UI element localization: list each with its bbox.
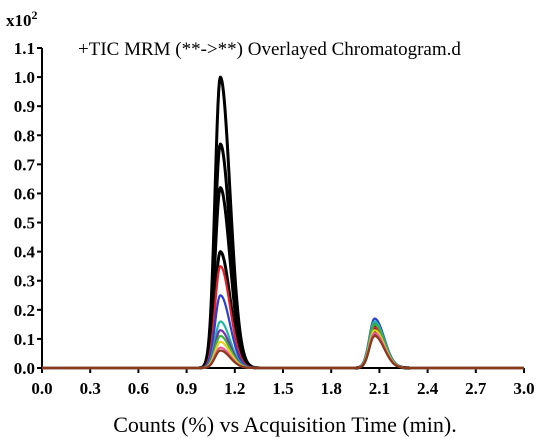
x-tick-label: 2.7 <box>465 379 487 398</box>
x-axis-label: Counts (%) vs Acquisition Time (min). <box>113 412 456 437</box>
x-tick-label: 2.1 <box>369 379 390 398</box>
x-tick-label: 1.5 <box>272 379 293 398</box>
series-line <box>41 323 525 370</box>
series-line <box>41 331 525 370</box>
y-tick-label: 1.1 <box>14 39 35 58</box>
x-tick-label: 0.6 <box>128 379 149 398</box>
series-line <box>41 186 525 370</box>
y-multiplier: x102 <box>6 8 38 30</box>
y-tick-label: 0.7 <box>14 155 36 174</box>
series-line <box>41 142 525 370</box>
x-tick-label: 0.0 <box>31 379 52 398</box>
y-multiplier-exp: 2 <box>32 8 38 22</box>
y-tick-label: 0.5 <box>14 214 35 233</box>
x-tick-label: 0.9 <box>176 379 197 398</box>
series-line <box>41 250 525 370</box>
series-line <box>41 329 525 370</box>
y-tick-label: 1.0 <box>14 68 35 87</box>
series-line <box>41 334 525 370</box>
series-line <box>41 265 525 370</box>
y-tick-label: 0.8 <box>14 126 35 145</box>
y-tick-label: 0.4 <box>14 243 36 262</box>
x-tick-label: 3.0 <box>513 379 534 398</box>
x-tick-label: 2.4 <box>417 379 439 398</box>
y-multiplier-base: x10 <box>6 11 32 30</box>
series-line <box>41 75 525 370</box>
series-line <box>41 323 525 370</box>
y-tick-label: 0.3 <box>14 272 35 291</box>
x-tick-label: 1.8 <box>321 379 342 398</box>
series-line <box>41 320 525 370</box>
y-tick-label: 0.9 <box>14 97 35 116</box>
x-tick-label: 1.2 <box>224 379 245 398</box>
tick-labels: 0.0 0.1 0.2 0.3 0.4 0.5 0.6 0.7 0.8 0.9 1.0 1.1 0.0 0… <box>14 39 535 398</box>
y-tick-label: 0.0 <box>14 359 35 378</box>
y-tick-label: 0.1 <box>14 330 35 349</box>
series-layer <box>41 75 525 370</box>
y-tick-label: 0.2 <box>14 301 35 320</box>
x-tick-label: 0.3 <box>80 379 101 398</box>
chart-title: +TIC MRM (**->**) Overlayed Chromatogram… <box>78 39 461 60</box>
y-tick-label: 0.6 <box>14 184 35 203</box>
axes <box>37 47 525 373</box>
series-line <box>41 294 525 370</box>
